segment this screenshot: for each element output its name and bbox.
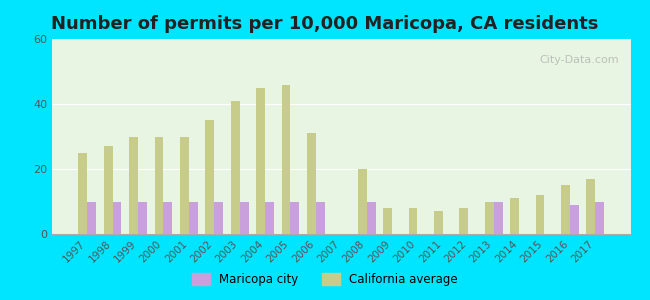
Bar <box>383 208 392 234</box>
Text: Number of permits per 10,000 Maricopa, CA residents: Number of permits per 10,000 Maricopa, C… <box>51 15 599 33</box>
Bar <box>510 198 519 234</box>
Bar <box>78 153 87 234</box>
Bar <box>316 202 325 234</box>
Bar <box>256 88 265 234</box>
Bar <box>129 136 138 234</box>
Bar <box>240 202 248 234</box>
Bar <box>409 208 417 234</box>
Bar <box>214 202 223 234</box>
Bar <box>291 202 300 234</box>
Bar <box>87 202 96 234</box>
Bar <box>281 85 291 234</box>
Bar <box>180 136 188 234</box>
Bar <box>485 202 494 234</box>
Bar <box>155 136 163 234</box>
Bar <box>494 202 502 234</box>
Bar <box>561 185 570 234</box>
Text: City-Data.com: City-Data.com <box>540 55 619 64</box>
Bar <box>434 211 443 234</box>
Bar <box>265 202 274 234</box>
Bar <box>307 133 316 234</box>
Legend: Maricopa city, California average: Maricopa city, California average <box>187 268 463 291</box>
Bar <box>358 169 367 234</box>
Bar <box>138 202 147 234</box>
Bar <box>205 120 214 234</box>
Bar <box>163 202 172 234</box>
Bar <box>188 202 198 234</box>
Bar <box>460 208 468 234</box>
Bar <box>231 101 240 234</box>
Bar <box>112 202 122 234</box>
Bar <box>367 202 376 234</box>
Bar <box>570 205 578 234</box>
Bar <box>104 146 112 234</box>
Bar <box>595 202 604 234</box>
Bar <box>536 195 545 234</box>
Bar <box>586 179 595 234</box>
